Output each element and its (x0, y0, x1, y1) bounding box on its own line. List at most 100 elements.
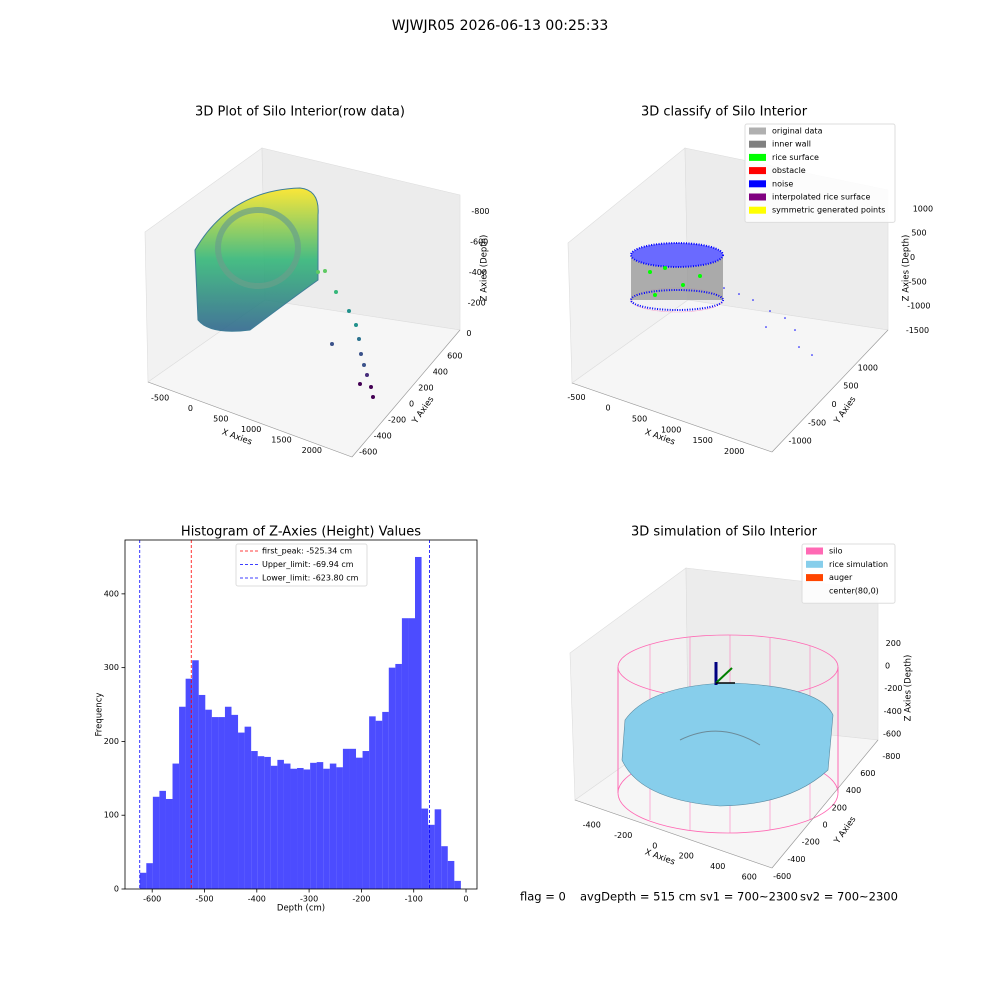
legend-label: silo (829, 547, 843, 556)
axis-line (147, 381, 353, 458)
y-tick-label: 600 (447, 352, 462, 361)
bar (211, 717, 219, 889)
legend-box (235, 543, 368, 587)
bar (198, 694, 206, 889)
x-tick-label: -400 (583, 821, 601, 830)
scatter-dots (316, 269, 375, 399)
chart-title: Histogram of Z-Axies (Height) Values (181, 525, 421, 540)
bar (323, 768, 330, 889)
bar (434, 809, 442, 889)
y-tick-label: 200 (418, 384, 433, 393)
bar (179, 706, 186, 889)
x-tick-label: 0 (188, 404, 193, 413)
legend-box (801, 543, 896, 604)
bar (382, 711, 389, 889)
legend-swatch (749, 140, 766, 148)
z-tick-label: 0 (910, 253, 915, 262)
legend-swatch (806, 574, 823, 582)
bar (414, 556, 422, 889)
legend-swatch (806, 560, 823, 568)
z-tick-label: 0 (885, 662, 890, 671)
x-tick-label: 500 (213, 415, 228, 424)
legend-swatch (749, 206, 766, 214)
bar (185, 678, 193, 889)
legend-swatch (806, 547, 823, 555)
legend-label: interpolated rice surface (772, 193, 870, 202)
bar (205, 709, 212, 889)
y-tick-label: -200 (802, 838, 820, 847)
bar (388, 667, 396, 889)
bar (264, 756, 271, 889)
x-tick-label: 1500 (692, 436, 712, 445)
z-tick-label: -800 (471, 207, 489, 216)
bar (454, 880, 461, 889)
bar (251, 751, 258, 889)
x-tick-label: -100 (405, 895, 423, 904)
z-tick-label: -600 (470, 237, 488, 246)
y-axis-label: Frequency (95, 693, 105, 737)
legend-label: Upper_limit: -69.94 cm (262, 560, 354, 569)
x-tick-label: 400 (710, 862, 725, 871)
legend-label: rice surface (772, 153, 819, 162)
plot-frame (124, 539, 478, 890)
footer-text: sv2 = 700~2300 (800, 890, 898, 904)
legend-label: obstacle (772, 166, 806, 175)
y-tick-label: 300 (104, 663, 119, 672)
legend-label: Lower_limit: -623.80 cm (262, 574, 359, 583)
y-tick-label: -1000 (789, 437, 812, 446)
bar (369, 716, 376, 889)
bar (375, 720, 383, 889)
z-tick-label: -600 (883, 730, 901, 739)
bar (257, 756, 265, 889)
x-tick-label: 600 (742, 872, 757, 881)
axis-line (571, 382, 773, 453)
bar (428, 824, 435, 889)
bar (342, 748, 350, 889)
bar (395, 663, 402, 889)
x-tick-label: 0 (652, 841, 657, 850)
z-tick-label: -400 (884, 707, 902, 716)
y-tick-label: 0 (409, 400, 414, 409)
bar (349, 748, 357, 889)
y-tick-label: 400 (104, 589, 119, 598)
bar (303, 769, 311, 889)
y-tick-label: 0 (114, 885, 119, 894)
y-tick-label: 1000 (858, 363, 878, 372)
y-tick-label: 200 (104, 737, 119, 746)
legend-label: rice simulation (829, 560, 888, 569)
classify-cloud (630, 242, 813, 356)
z-axis-label: Z Axies (Depth) (902, 235, 912, 302)
y-tick-label: -400 (374, 432, 392, 441)
x-tick-label: 2000 (724, 447, 744, 456)
legend-label: symmetric generated points (772, 206, 885, 215)
bar (362, 751, 370, 889)
bar (218, 717, 225, 889)
bar (316, 762, 324, 889)
x-tick-label: -500 (567, 393, 585, 402)
z-tick-label: -400 (469, 268, 487, 277)
z-axis-label: Z Axies (Depth) (480, 235, 490, 302)
bar (244, 726, 252, 889)
legend-label: noise (772, 179, 793, 188)
legend-swatch (749, 127, 766, 135)
bar (401, 618, 409, 889)
axis-line (771, 739, 879, 869)
x-axis-label: Depth (cm) (277, 904, 325, 914)
x-tick-label: -300 (300, 895, 318, 904)
z-axis-label: Z Axies (Depth) (904, 655, 914, 722)
y-tick-label: 100 (104, 811, 119, 820)
y-tick-label: -500 (808, 418, 826, 427)
footer-text: flag = 0 (520, 890, 566, 904)
suptitle: WJWJR05 2026-06-13 00:25:33 (392, 18, 609, 34)
legend-label: auger (829, 573, 853, 582)
z-tick-label: 1000 (913, 204, 933, 213)
axis-line (574, 799, 773, 869)
y-tick-label: 200 (832, 803, 847, 812)
y-tick-label: -600 (359, 448, 377, 457)
z-tick-label: 0 (466, 329, 471, 338)
x-tick-label: 1000 (241, 425, 261, 434)
x-axis-label: X Axies (643, 847, 676, 867)
x-tick-label: -600 (143, 895, 161, 904)
bar (329, 763, 337, 889)
